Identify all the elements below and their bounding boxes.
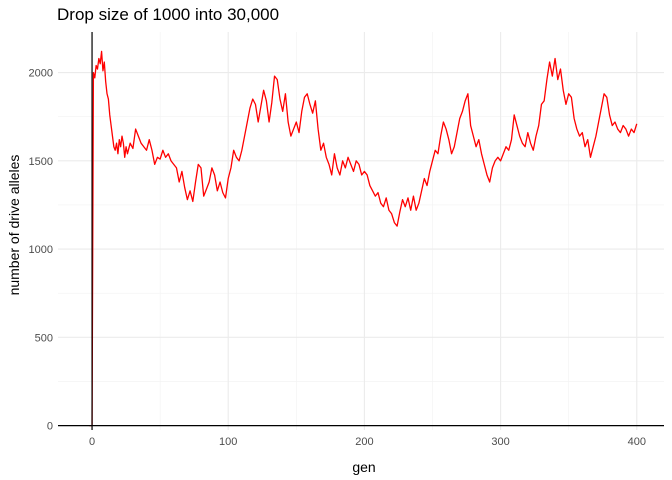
- y-tick-label: 1500: [29, 156, 53, 168]
- chart-title: Drop size of 1000 into 30,000: [57, 5, 279, 24]
- y-tick-label: 0: [47, 421, 53, 433]
- minor-gridlines: [58, 32, 664, 430]
- y-tick-label: 500: [35, 332, 53, 344]
- x-tick-label: 0: [89, 436, 95, 448]
- x-axis-title: gen: [352, 459, 375, 475]
- x-tick-label: 400: [628, 436, 646, 448]
- y-axis-title: number of drive alleles: [6, 155, 22, 296]
- y-tick-label: 1000: [29, 244, 53, 256]
- series-line-1: [89, 50, 638, 427]
- reference-lines: [58, 32, 664, 430]
- x-tick-label: 200: [355, 436, 373, 448]
- x-tick-label: 300: [491, 436, 509, 448]
- x-tick-label: 100: [219, 436, 237, 448]
- x-tick-labels: 0 100 200 300 400: [89, 436, 646, 448]
- y-tick-labels: 0 500 1000 1500 2000: [29, 68, 53, 433]
- y-tick-label: 2000: [29, 68, 53, 80]
- series-layer: [89, 50, 638, 427]
